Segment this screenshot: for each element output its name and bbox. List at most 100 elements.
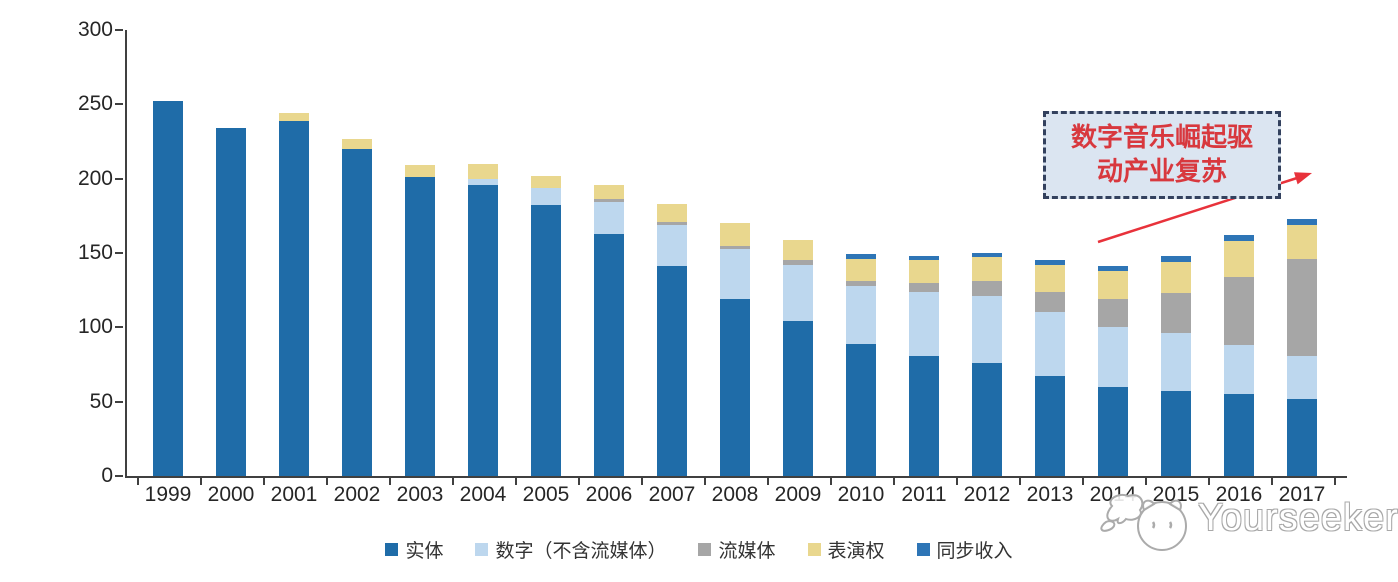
x-tick-label: 2009 [774,483,822,506]
bar-segment-2008 [720,248,750,300]
bar-segment-2016 [1224,394,1254,476]
bar-segment-2011 [909,282,939,292]
bar-segment-2006 [594,184,624,200]
bar-segment-2009 [783,260,813,265]
bar-segment-2005 [531,175,561,188]
bar-segment-2017 [1287,258,1317,356]
bar-segment-2017 [1287,218,1317,225]
bar-segment-2007 [657,224,687,267]
legend-item: 实体 [385,536,443,563]
legend-item: 表演权 [807,536,885,563]
annotation-text-line2: 动产业复苏 [1096,157,1227,186]
x-tick-label: 2007 [648,483,696,506]
legend-item: 同步收入 [916,536,1013,563]
bar-segment-2004 [468,184,498,476]
bar-segment-2013 [1035,260,1065,265]
y-tick-mark [115,29,123,31]
x-tick-mark [1333,478,1336,485]
x-tick-label: 2010 [837,483,885,506]
bar-segment-2014 [1098,270,1128,300]
x-tick-mark [829,478,832,485]
bar-segment-2003 [405,177,435,476]
bar-segment-2016 [1224,235,1254,242]
x-tick-mark [577,478,580,485]
bar-segment-2005 [531,205,561,476]
bar-segment-2016 [1224,345,1254,395]
bar-segment-2015 [1161,391,1191,476]
y-tick-label: 150 [77,241,113,264]
bar-segment-2009 [783,264,813,322]
bar-segment-2007 [657,203,687,222]
x-tick-label: 2001 [270,483,318,506]
bar-segment-2000 [216,128,246,476]
x-tick-label: 2011 [901,483,947,506]
x-tick-label: 2012 [963,483,1011,506]
bar-segment-2013 [1035,291,1065,313]
bar-segment-2012 [972,257,1002,282]
x-tick-label: 2004 [459,483,507,506]
bar-segment-2012 [972,363,1002,476]
bar-segment-2015 [1161,255,1191,262]
watermark: Yourseeker [1098,488,1398,558]
bar-segment-2007 [657,266,687,476]
bar-segment-2009 [783,239,813,261]
bar-segment-2014 [1098,386,1128,476]
x-tick-mark [199,478,202,485]
bar-segment-2011 [909,255,939,261]
x-tick-mark [1144,478,1147,485]
bar-segment-2013 [1035,376,1065,476]
x-tick-mark [703,478,706,485]
y-tick-mark [115,252,123,254]
bar-segment-1999 [153,101,183,476]
x-tick-label: 2002 [333,483,381,506]
bar-segment-2002 [342,138,372,149]
y-tick-mark [115,326,123,329]
bar-segment-2016 [1224,241,1254,277]
legend-label: 流媒体 [718,541,776,562]
bar-segment-2006 [594,199,624,203]
bar-segment-2014 [1098,266,1128,271]
watermark-text: Yourseeker [1198,497,1398,539]
plot-area [125,30,1347,478]
bar-segment-2015 [1161,333,1191,392]
x-tick-label: 2003 [396,483,444,506]
y-tick-label: 300 [77,18,113,41]
annotation-text-line1: 数字音乐崛起驱 [1070,123,1253,152]
bar-segment-2014 [1098,327,1128,387]
bar-segment-2002 [342,148,372,476]
legend-swatch-icon [807,543,821,556]
bar-segment-2003 [405,165,435,178]
bar-segment-2010 [846,343,876,476]
bar-segment-2011 [909,260,939,283]
legend-swatch-icon [916,543,930,556]
x-tick-label: 2008 [711,483,759,506]
bar-segment-2011 [909,355,939,476]
bar-segment-2007 [657,221,687,225]
bar-segment-2014 [1098,299,1128,328]
x-tick-label: 2013 [1026,483,1074,506]
bar-segment-2012 [972,296,1002,363]
x-tick-mark [451,478,454,485]
x-tick-mark [1018,478,1021,485]
x-tick-mark [640,478,643,485]
bar-segment-2015 [1161,293,1191,334]
watermark-logo-icon [1100,494,1187,551]
bar-segment-2015 [1161,261,1191,294]
x-tick-mark [262,478,265,485]
x-tick-mark [388,478,391,485]
legend-swatch-icon [385,543,399,556]
y-tick-label: 0 [101,464,113,487]
x-tick-label: 2016 [1215,483,1263,506]
bar-segment-2013 [1035,312,1065,377]
bar-segment-2013 [1035,264,1065,292]
legend-label: 实体 [405,541,444,562]
y-tick-mark [115,103,123,106]
bar-segment-2017 [1287,398,1317,476]
y-tick-label: 100 [77,315,113,339]
bar-segment-2004 [468,178,498,185]
legend-label: 同步收入 [936,541,1013,562]
bar-segment-2001 [279,113,309,121]
bar-segment-2012 [972,253,1002,258]
bar-segment-2008 [720,223,750,246]
y-tick-label: 50 [89,389,113,413]
